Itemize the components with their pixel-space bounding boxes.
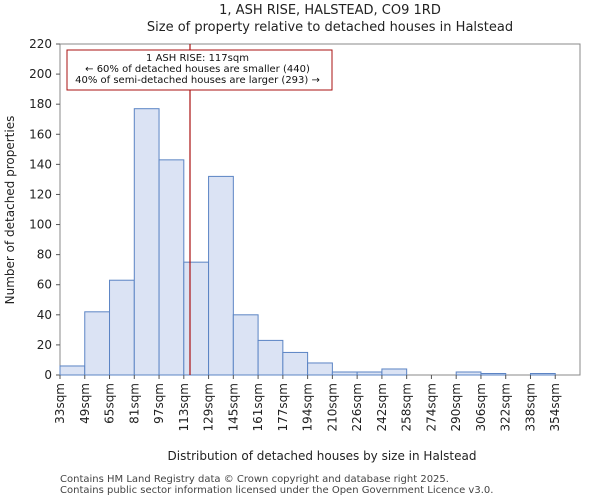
chart-title-line1: 1, ASH RISE, HALSTEAD, CO9 1RD xyxy=(219,3,441,18)
annotation-text: 1 ASH RISE: 117sqm xyxy=(146,53,249,64)
annotation-box xyxy=(66,49,333,91)
x-tick-label: 354sqm xyxy=(548,383,562,431)
x-tick-label: 33sqm xyxy=(53,383,67,424)
histogram-bar xyxy=(282,351,309,376)
x-tick-label: 290sqm xyxy=(449,383,463,431)
x-tick-label: 177sqm xyxy=(276,383,290,431)
histogram-bar xyxy=(480,372,507,376)
histogram-bar xyxy=(331,371,358,376)
plot-area: 0 20 40 60 80 100 120 140 160 180 200 220 33sqm 49sqm… xyxy=(29,37,581,431)
x-tick-label: 129sqm xyxy=(202,383,216,431)
histogram-bar xyxy=(529,372,556,376)
y-tick-label: 100 xyxy=(29,218,52,232)
x-tick-label: 113sqm xyxy=(177,383,191,431)
x-tick-label: 258sqm xyxy=(400,383,414,431)
histogram-bar xyxy=(59,365,86,376)
histogram-bar xyxy=(307,362,333,376)
histogram-bar xyxy=(257,339,284,376)
x-tick-label: 338sqm xyxy=(523,383,537,431)
footer-line2: Contains public sector information licen… xyxy=(60,485,494,496)
y-tick-label: 40 xyxy=(37,308,52,322)
y-tick-label: 220 xyxy=(29,37,52,51)
x-tick-label: 49sqm xyxy=(78,383,92,424)
x-axis-label: Distribution of detached houses by size … xyxy=(168,449,477,463)
annotation-text: 40% of semi-detached houses are larger (… xyxy=(75,75,320,86)
y-tick-label: 80 xyxy=(37,248,52,262)
histogram-bar xyxy=(133,108,160,376)
x-tick-label: 161sqm xyxy=(251,383,265,431)
x-tick-label: 65sqm xyxy=(103,383,117,424)
histogram-bar xyxy=(183,261,210,376)
histogram-bar xyxy=(381,368,408,376)
histogram-bar xyxy=(84,311,111,376)
footer-line1: Contains HM Land Registry data © Crown c… xyxy=(60,474,449,485)
y-tick-label: 0 xyxy=(44,368,52,382)
y-tick-label: 180 xyxy=(29,97,52,111)
y-tick-label: 160 xyxy=(29,127,52,141)
x-tick-label: 242sqm xyxy=(375,383,389,431)
histogram-bar xyxy=(232,314,259,376)
y-axis-label: Number of detached properties xyxy=(3,116,17,305)
histogram-bar xyxy=(455,371,482,376)
histogram-bar xyxy=(356,371,383,376)
x-tick-label: 194sqm xyxy=(301,383,315,431)
y-tick-label: 200 xyxy=(29,67,52,81)
annotation-text: ← 60% of detached houses are smaller (44… xyxy=(85,64,310,75)
y-tick-label: 60 xyxy=(37,278,52,292)
y-tick-label: 120 xyxy=(29,187,52,201)
y-tick-label: 20 xyxy=(37,338,52,352)
x-tick-label: 97sqm xyxy=(152,383,166,424)
x-tick-label: 81sqm xyxy=(127,383,141,424)
x-tick-label: 210sqm xyxy=(325,383,339,431)
histogram-bar xyxy=(158,159,185,376)
chart-title-line2: Size of property relative to detached ho… xyxy=(147,20,513,35)
histogram-bar xyxy=(109,279,135,376)
x-tick-label: 322sqm xyxy=(499,383,513,431)
x-tick-label: 274sqm xyxy=(424,383,438,431)
y-tick-label: 140 xyxy=(29,157,52,171)
x-tick-label: 226sqm xyxy=(350,383,364,431)
x-tick-label: 306sqm xyxy=(474,383,488,431)
histogram-bar xyxy=(208,175,234,376)
x-tick-label: 145sqm xyxy=(226,383,240,431)
